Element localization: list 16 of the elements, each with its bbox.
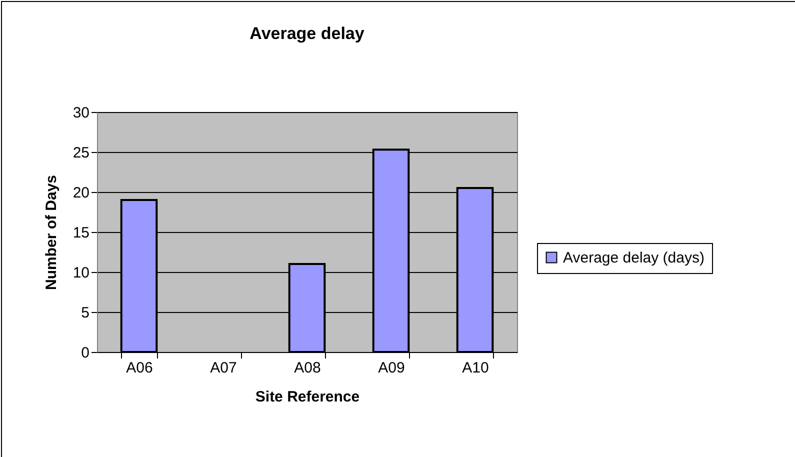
y-tick-label: 25: [72, 144, 90, 162]
y-tick-label: 20: [72, 184, 90, 202]
x-axis-title: Site Reference: [255, 388, 360, 406]
legend-label: Average delay (days): [563, 250, 704, 266]
x-tick-label: A10: [462, 360, 489, 376]
y-tick-label: 15: [72, 224, 90, 242]
x-tick-label: A06: [126, 360, 153, 376]
y-tick-label: 10: [72, 264, 90, 282]
y-tick-label: 30: [72, 104, 90, 122]
y-tick-label: 5: [81, 304, 90, 322]
x-tick-label: A07: [210, 360, 237, 376]
x-tick-label: A09: [378, 360, 405, 376]
x-tick-label: A08: [294, 360, 321, 376]
chart-title: Average delay: [250, 24, 365, 43]
y-axis-title: Number of Days: [42, 174, 60, 290]
y-tick-label: 0: [81, 344, 90, 362]
